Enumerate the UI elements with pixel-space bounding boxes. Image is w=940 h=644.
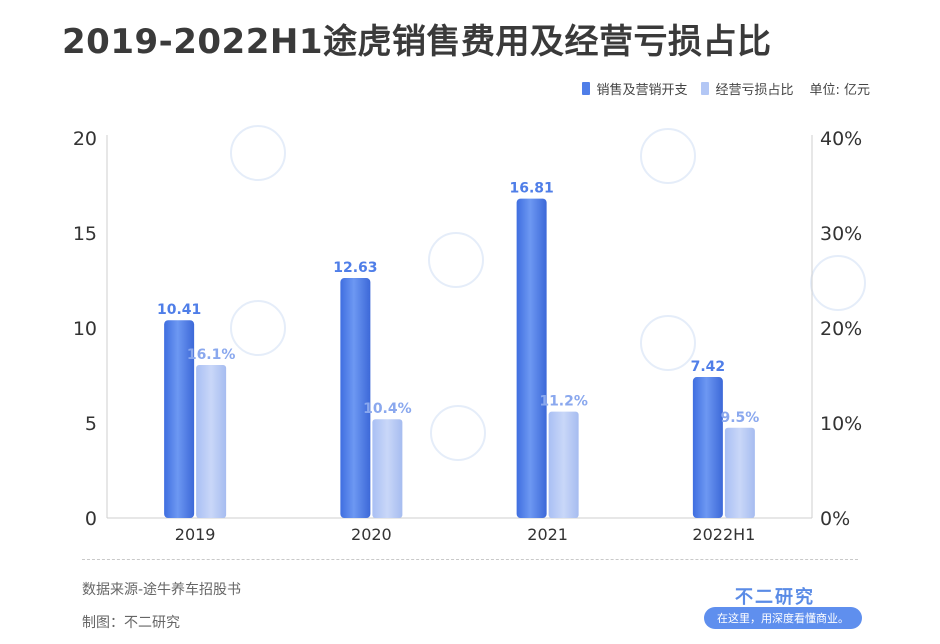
brand-logo-text: 不二研究 [735,587,815,608]
bar-sales [340,278,371,518]
chart-title: 2019-2022H1途虎销售费用及经营亏损占比 [62,22,772,62]
legend-item-sales: 销售及营销开支 [582,79,687,98]
watermark-logo-1 [230,125,286,181]
unit-label: 单位: 亿元 [809,83,870,98]
watermark-logo-7 [430,405,486,461]
y-right-tick-label: 40% [820,128,862,150]
legend-label-sales: 销售及营销开支 [596,83,688,98]
data-label-loss-ratio: 9.5% [720,410,759,426]
legend: 销售及营销开支 经营亏损占比 单位: 亿元 [568,79,870,98]
bar-loss-ratio [196,365,227,518]
y-right-tick-label: 0% [820,508,850,530]
data-label-loss-ratio: 11.2% [539,394,588,410]
y-left-tick-label: 15 [73,223,97,245]
bar-loss-ratio [548,411,579,518]
legend-swatch-loss [701,82,710,95]
y-left-tick-label: 10 [73,318,97,340]
data-label-sales: 12.63 [333,260,377,276]
y-left-tick-label: 20 [73,128,97,150]
legend-label-loss: 经营亏损占比 [715,83,794,98]
x-tick-label: 2020 [351,525,392,544]
bar-loss-ratio [724,427,755,518]
data-label-loss-ratio: 10.4% [363,401,412,417]
data-label-sales: 16.81 [509,181,553,197]
y-right-tick-label: 20% [820,318,862,340]
y-right-tick-label: 10% [820,413,862,435]
y-right-tick-label: 30% [820,223,862,245]
legend-swatch-sales [582,82,591,95]
bar-loss-ratio [372,419,403,518]
brand-slogan: 在这里，用深度看懂商业。 [704,607,862,629]
watermark-logo-3 [428,232,484,288]
x-tick-label: 2019 [175,525,216,544]
x-tick-label: 2022H1 [692,525,755,544]
legend-item-loss: 经营亏损占比 [701,79,793,98]
made-by-text: 制图：不二研究 [82,615,180,631]
watermark-logo-5 [230,300,286,356]
bar-sales [164,320,195,518]
data-label-sales: 7.42 [691,359,726,375]
data-source-text: 数据来源-途牛养车招股书 [82,582,242,598]
y-left-tick-label: 5 [85,413,97,435]
bar-sales [692,377,723,518]
watermark-logo-2 [640,128,696,184]
y-left-tick-label: 0 [85,508,97,530]
footer-divider [82,559,858,560]
data-label-loss-ratio: 16.1% [187,347,236,363]
watermark-logo-4 [810,255,866,311]
watermark-logo-6 [640,315,696,371]
data-label-sales: 10.41 [157,302,201,318]
bar-sales [516,198,547,519]
x-tick-label: 2021 [527,525,568,544]
